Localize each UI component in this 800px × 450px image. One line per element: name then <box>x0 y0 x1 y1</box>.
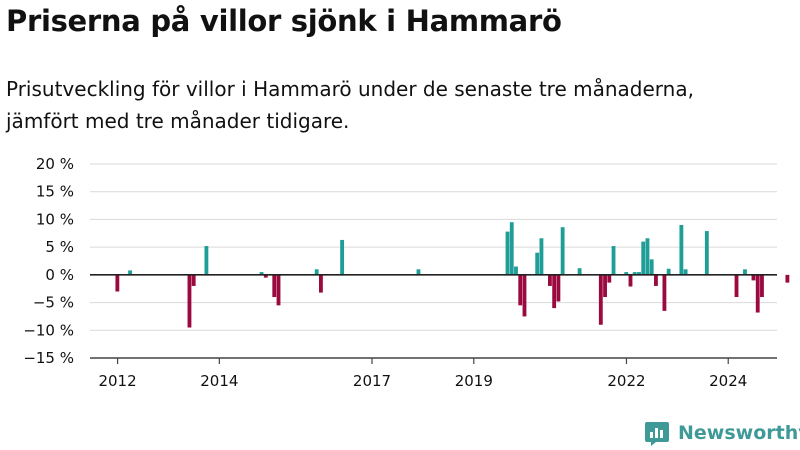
bar <box>548 274 552 286</box>
bar <box>760 274 764 298</box>
bar <box>624 272 629 275</box>
bar <box>649 259 654 275</box>
y-tick-label: −10 % <box>23 321 74 339</box>
bar <box>785 274 790 283</box>
x-tick-label: 2022 <box>607 372 645 390</box>
bar <box>522 274 527 317</box>
brand-name: Newsworthy <box>678 422 800 444</box>
bar <box>552 274 557 309</box>
bar <box>611 246 616 275</box>
bar <box>272 274 277 298</box>
bar <box>514 266 518 275</box>
newsworthy-logo-icon <box>645 422 669 446</box>
y-tick-label: −5 % <box>33 294 74 312</box>
bar <box>115 274 120 292</box>
bar <box>734 274 739 298</box>
bar <box>509 222 514 275</box>
bars <box>115 222 790 328</box>
y-tick-label: 20 % <box>36 155 74 173</box>
x-tick-label: 2014 <box>200 372 238 390</box>
bar <box>603 274 607 298</box>
bar <box>556 274 561 302</box>
bar <box>755 274 760 313</box>
axes: −15 % −10 % −5 % 0 % 5 % 10 % 15 % 20 % 2012 2014… <box>23 155 777 390</box>
newsworthy-brand: Newsworthy <box>644 420 800 446</box>
bar <box>314 269 319 275</box>
bar <box>560 227 565 275</box>
bar <box>628 274 633 287</box>
y-tick-label: −15 % <box>23 349 74 367</box>
bar <box>505 231 510 275</box>
chart-title: Priserna på villor sjönk i Hammarö <box>6 4 562 38</box>
bar <box>340 239 345 275</box>
y-tick-label: 10 % <box>36 210 74 228</box>
bar <box>607 274 612 283</box>
bar <box>645 238 650 275</box>
bar <box>577 268 582 275</box>
x-tick-label: 2019 <box>455 372 493 390</box>
bar <box>128 270 133 275</box>
bar <box>662 274 667 311</box>
chart-subtitle: Prisutveckling för villor i Hammarö unde… <box>6 77 694 133</box>
bar <box>666 268 671 275</box>
bar <box>654 274 658 286</box>
y-tick-label: 5 % <box>45 238 74 256</box>
bar <box>416 269 421 275</box>
x-tick-label: 2024 <box>709 372 747 390</box>
bar <box>598 274 603 325</box>
bar <box>751 274 756 281</box>
bar <box>204 246 209 275</box>
x-tick-label: 2017 <box>353 372 391 390</box>
bar <box>535 252 540 275</box>
bar <box>679 224 684 275</box>
bar <box>632 272 637 275</box>
y-tick-label: 0 % <box>45 266 74 284</box>
bar <box>641 241 646 275</box>
bar <box>743 269 747 275</box>
bar <box>319 274 323 293</box>
bar <box>259 272 264 275</box>
bar <box>704 231 709 275</box>
bar <box>637 272 641 275</box>
bar <box>539 238 544 275</box>
bar <box>187 274 192 328</box>
bar <box>276 274 281 306</box>
x-tick-label: 2012 <box>98 372 136 390</box>
y-tick-label: 15 % <box>36 183 74 201</box>
gridlines <box>90 163 777 359</box>
bar <box>263 274 268 278</box>
bar <box>683 269 688 275</box>
bar <box>518 274 523 306</box>
bar <box>191 274 196 286</box>
